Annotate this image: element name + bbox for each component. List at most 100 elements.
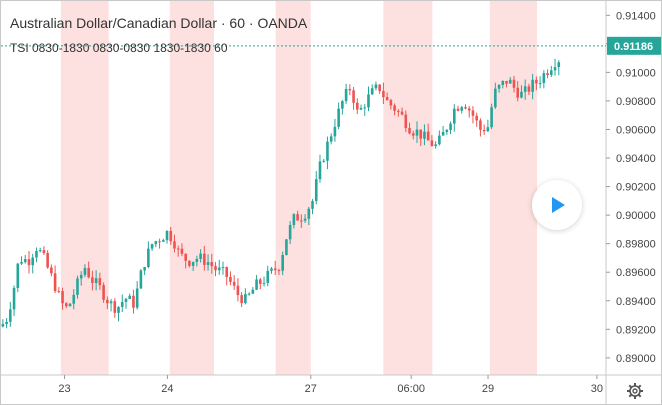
- candle-body: [546, 73, 549, 76]
- candle-body: [135, 288, 139, 308]
- candle-body: [300, 220, 303, 222]
- candle-body: [318, 161, 322, 180]
- candle-body: [150, 244, 154, 249]
- candle-body: [508, 79, 512, 84]
- candle-body: [385, 97, 389, 101]
- y-tick-label: 0.90400: [616, 153, 656, 165]
- session-band: [383, 1, 433, 375]
- indicator-label: TSI 0830-1830 0830-0830 1830-1830 60: [10, 41, 228, 55]
- candle-body: [441, 131, 445, 136]
- candle-body: [553, 67, 557, 71]
- session-band: [275, 1, 311, 375]
- candle-body: [296, 214, 299, 221]
- play-button[interactable]: [532, 180, 582, 230]
- candle-body: [415, 129, 419, 136]
- candle-body: [225, 267, 229, 277]
- candle-body: [266, 270, 270, 283]
- candle-body: [94, 278, 98, 284]
- candle-body: [329, 136, 333, 142]
- candle-body: [382, 91, 385, 98]
- candle-body: [475, 115, 478, 121]
- candle-body: [430, 140, 434, 147]
- candle-body: [229, 276, 232, 282]
- candle-body: [35, 251, 38, 258]
- candle-body: [277, 270, 281, 272]
- candle-body: [434, 144, 437, 147]
- candle-body: [236, 285, 240, 296]
- candle-body: [12, 287, 16, 310]
- candle-body: [102, 285, 105, 300]
- candle-body: [98, 278, 102, 286]
- candle-body: [367, 94, 370, 108]
- y-tick-label: 0.91400: [616, 10, 656, 22]
- candle-body: [244, 293, 247, 304]
- candle-body: [494, 88, 497, 108]
- candle-body: [341, 101, 344, 109]
- candle-body: [1, 323, 5, 327]
- candle-body: [370, 88, 374, 95]
- y-tick-label: 0.89000: [616, 353, 656, 365]
- y-tick-label: 0.89600: [616, 267, 656, 279]
- candle-body: [408, 128, 411, 134]
- candle-body: [449, 123, 452, 131]
- candle-body: [79, 274, 83, 279]
- candle-body: [273, 268, 277, 271]
- candle-body: [16, 263, 20, 288]
- chart-title: Australian Dollar/Canadian Dollar · 60 ·…: [10, 15, 308, 31]
- session-band: [489, 1, 538, 375]
- candle-body: [285, 239, 288, 256]
- candle-body: [479, 120, 482, 130]
- candle-body: [359, 107, 363, 110]
- candle-body: [482, 129, 486, 132]
- y-tick-label: 0.90600: [616, 124, 656, 136]
- candle-body: [467, 108, 471, 111]
- candle-body: [486, 127, 490, 132]
- candle-body: [147, 248, 150, 268]
- candle-body: [452, 108, 456, 124]
- candle-body: [557, 62, 561, 68]
- candle-body: [471, 110, 475, 116]
- candle-body: [169, 230, 173, 242]
- candle-body: [438, 135, 441, 145]
- x-tick-label: 06:00: [397, 383, 425, 395]
- candle-body: [128, 295, 132, 299]
- candle-body: [490, 107, 493, 128]
- candle-body: [195, 258, 199, 262]
- candle-body: [165, 230, 169, 241]
- candle-body: [292, 214, 296, 225]
- y-tick-label: 0.90000: [616, 210, 656, 222]
- candle-body: [549, 70, 553, 76]
- x-tick-label: 23: [58, 383, 70, 395]
- candle-body: [326, 141, 329, 161]
- candle-body: [188, 260, 191, 266]
- candle-body: [46, 253, 49, 268]
- candle-body: [505, 80, 508, 84]
- x-tick-label: 24: [161, 383, 173, 395]
- candle-body: [214, 266, 217, 271]
- candle-body: [76, 278, 79, 295]
- x-tick-label: 30: [591, 383, 603, 395]
- candle-body: [456, 108, 460, 111]
- candle-body: [460, 107, 464, 111]
- candle-body: [520, 91, 523, 98]
- candle-body: [363, 107, 367, 109]
- gear-icon[interactable]: [626, 382, 644, 400]
- candle-body: [42, 250, 46, 254]
- y-tick-label: 0.90200: [616, 182, 656, 194]
- candle-body: [124, 298, 128, 303]
- candle-body: [303, 218, 307, 221]
- candle-body: [389, 100, 393, 106]
- candle-body: [5, 321, 8, 324]
- x-tick-label: 27: [305, 383, 317, 395]
- candle-body: [501, 80, 505, 85]
- candle-body: [27, 259, 31, 266]
- candle-body: [221, 267, 225, 269]
- price-badge: [607, 36, 661, 55]
- candle-body: [288, 224, 292, 240]
- candle-body: [20, 262, 23, 264]
- candle-body: [232, 281, 236, 286]
- candle-body: [64, 303, 68, 307]
- candle-body: [143, 267, 146, 271]
